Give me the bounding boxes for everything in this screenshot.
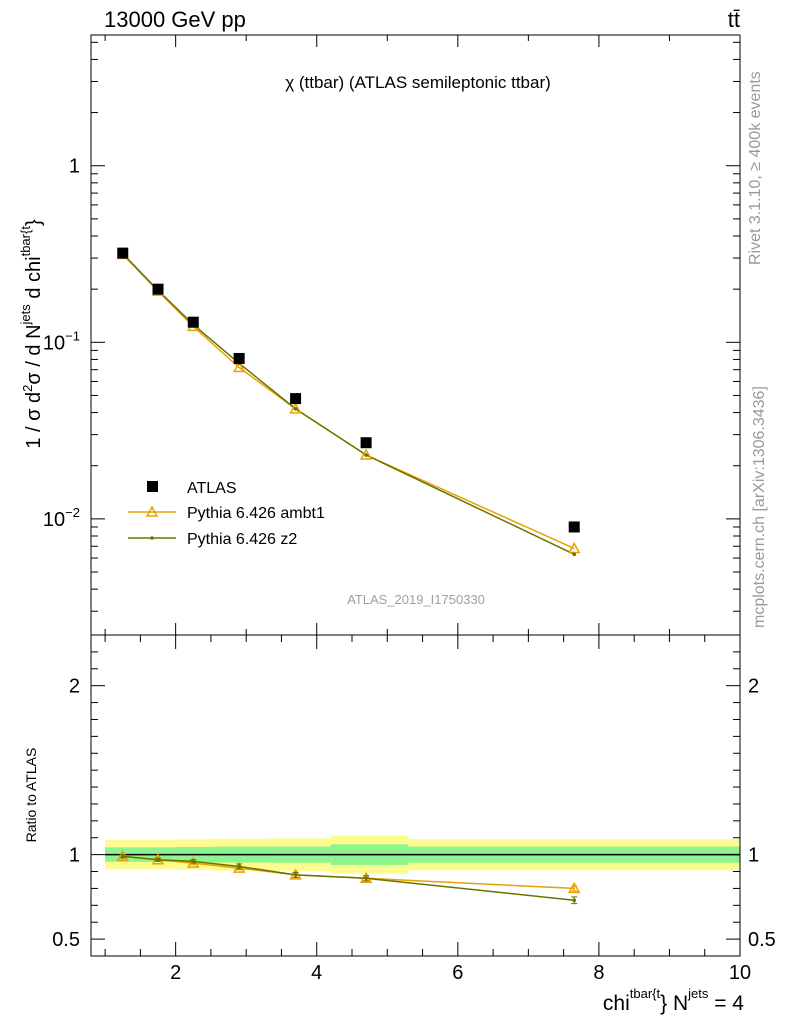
point-z2 [572, 552, 577, 557]
legend-label-z2: Pythia 6.426 z2 [187, 531, 297, 548]
legend-label-ambt1: Pythia 6.426 ambt1 [187, 505, 325, 522]
point-atlas [290, 393, 302, 405]
ratio-point-z2 [237, 864, 241, 869]
point-z2 [364, 453, 368, 457]
main-ytick-label: 10−1 [43, 328, 80, 354]
point-ambt1 [232, 360, 246, 373]
ratio-point-ambt1 [567, 881, 581, 894]
point-atlas [233, 352, 245, 364]
ratio-point-z2 [120, 854, 125, 859]
legend-label-atlas: ATLAS [187, 480, 237, 497]
ratio-frame [90, 634, 741, 957]
energy-label: 13000 GeV pp [104, 7, 246, 32]
ratio-ylabel: Ratio to ATLAS [23, 748, 39, 843]
point-ambt1 [359, 448, 373, 460]
process-label: tt̄ [728, 7, 740, 32]
main-panel: χ (ttbar) (ATLAS semileptonic ttbar) ATL… [18, 34, 741, 636]
x-tick-label: 8 [593, 962, 604, 984]
rivet-label: Rivet 3.1.10, ≥ 400k events [747, 71, 764, 265]
legend: ATLAS Pythia 6.426 ambt1 Pythia 6.426 z2 [128, 480, 325, 548]
point-atlas [117, 247, 129, 259]
x-tick-label: 10 [729, 962, 751, 984]
legend-marker-atlas [147, 481, 158, 492]
point-z2 [293, 407, 298, 411]
ratio-point-z2 [364, 876, 368, 881]
ratio-point-z2 [572, 898, 577, 903]
point-atlas [360, 437, 372, 449]
ratio-ytick-label-right: 0.5 [748, 929, 776, 951]
main-ytick-label: 10−2 [43, 505, 80, 531]
ratio-point-z2 [156, 857, 160, 862]
point-ambt1 [289, 402, 302, 414]
x-tick-label: 2 [170, 962, 181, 984]
ratio-panel: 0.5 0.5 1 1 2 2 2 4 6 8 10 Ratio to ATLAS chitbar… [23, 634, 776, 1015]
x-tick-label: 4 [311, 962, 322, 984]
point-ambt1 [567, 541, 581, 554]
main-ytick-label: 1 [69, 156, 80, 178]
main-ylabel: 1 / σ d2σ / d Njets d chitbar{t} [18, 219, 45, 449]
point-atlas [187, 316, 199, 328]
point-atlas [568, 521, 580, 533]
x-axis-label: chitbar{t} Njets = 4 [603, 986, 744, 1015]
legend-marker-ambt1 [145, 505, 159, 517]
main-title: χ (ttbar) (ATLAS semileptonic ttbar) [285, 73, 551, 92]
mcplots-label: mcplots.cern.ch [arXiv:1306.3436] [751, 386, 768, 628]
ratio-ytick-label: 1 [69, 845, 80, 867]
point-atlas [152, 283, 164, 295]
analysis-watermark: ATLAS_2019_I1750330 [347, 592, 485, 607]
ratio-ytick-label: 2 [69, 676, 80, 698]
ratio-point-ambt1 [232, 861, 246, 873]
ratio-ytick-label-right: 2 [748, 676, 759, 698]
ratio-point-z2 [191, 859, 196, 864]
ratio-point-z2 [293, 873, 298, 877]
legend-marker-z2 [150, 536, 154, 540]
ratio-ytick-label-right: 1 [748, 845, 759, 867]
x-tick-label: 6 [452, 962, 463, 984]
ratio-ytick-label: 0.5 [52, 929, 80, 951]
